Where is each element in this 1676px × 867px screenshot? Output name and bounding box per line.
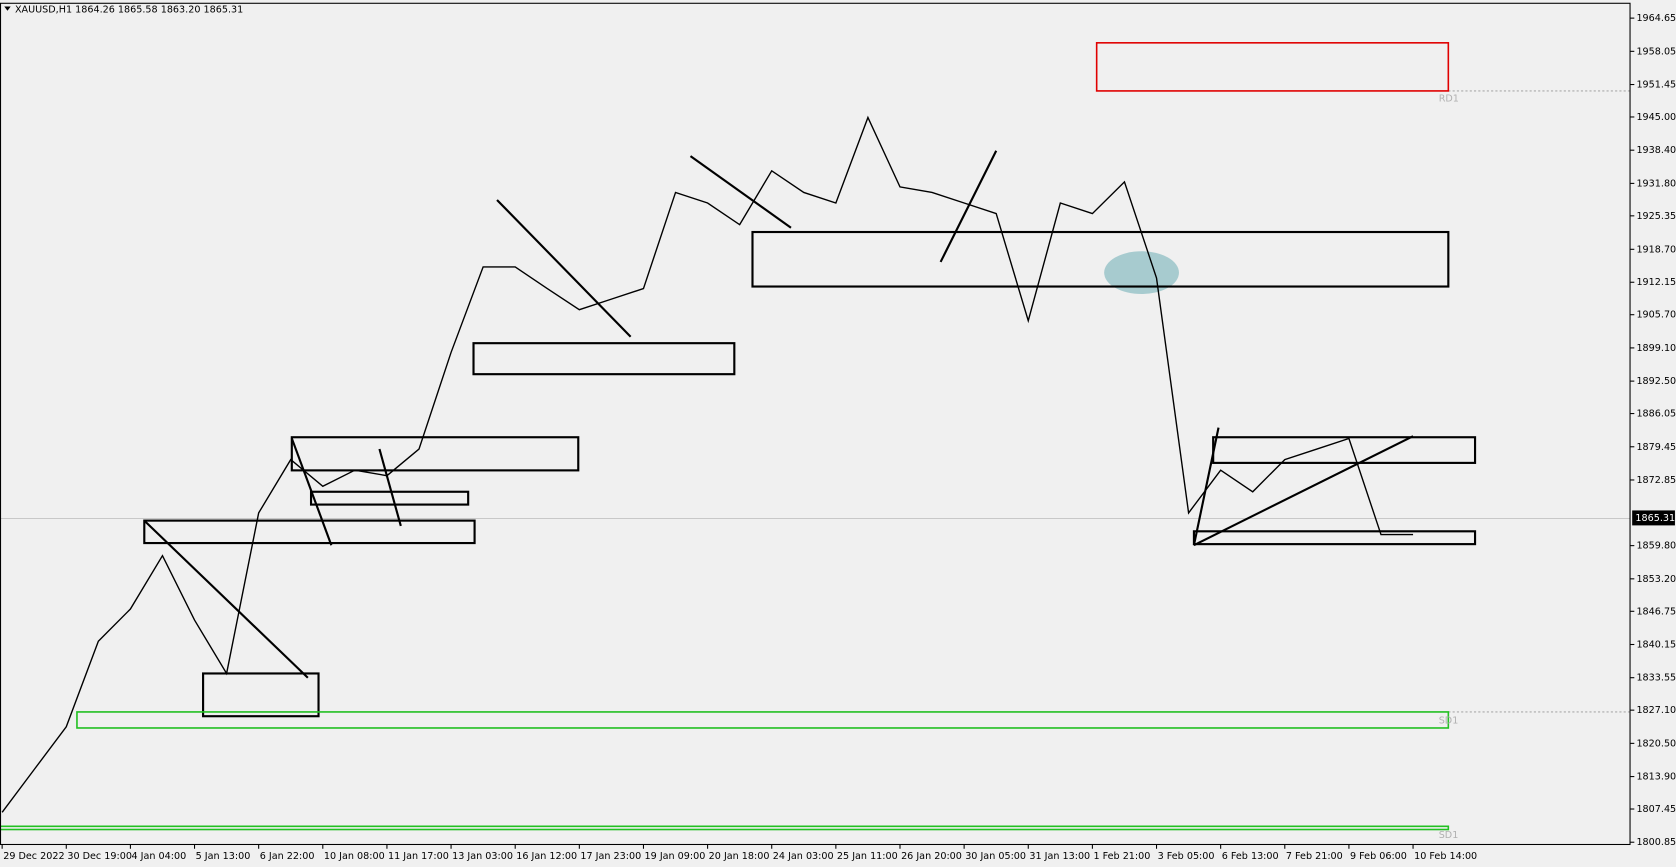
y-tick-label: 1813.90 xyxy=(1636,772,1676,783)
y-tick-label: 1912.15 xyxy=(1636,277,1676,288)
x-tick-label: 10 Feb 14:00 xyxy=(1414,851,1477,862)
y-tick-label: 1938.40 xyxy=(1636,145,1676,156)
x-tick-label: 11 Jan 17:00 xyxy=(388,851,449,862)
x-tick-label: 4 Jan 04:00 xyxy=(131,851,186,862)
level-label: RD1 xyxy=(1439,93,1459,104)
x-tick-label: 6 Jan 22:00 xyxy=(260,851,315,862)
trend-line xyxy=(378,448,402,527)
trend-line xyxy=(290,437,333,546)
y-tick-label: 1958.05 xyxy=(1636,46,1676,57)
y-tick-label: 1964.65 xyxy=(1636,13,1676,24)
x-tick-label: 7 Feb 21:00 xyxy=(1286,851,1343,862)
y-tick-label: 1872.85 xyxy=(1636,475,1676,486)
trend-line xyxy=(496,199,632,338)
x-tick-label: 13 Jan 03:00 xyxy=(452,851,513,862)
y-tick-label: 1951.45 xyxy=(1636,80,1676,91)
zone xyxy=(751,230,1450,288)
y-tick-label: 1820.50 xyxy=(1636,738,1676,749)
trend-line xyxy=(689,155,792,229)
x-tick-label: 6 Feb 13:00 xyxy=(1222,851,1279,862)
price-line xyxy=(1,115,1414,813)
x-tick-label: 25 Jan 11:00 xyxy=(837,851,898,862)
x-tick-label: 10 Jan 08:00 xyxy=(324,851,385,862)
x-tick-label: 16 Jan 12:00 xyxy=(516,851,577,862)
x-tick-label: 24 Jan 03:00 xyxy=(773,851,834,862)
level-label: SD1 xyxy=(1439,715,1459,726)
zone xyxy=(0,825,1450,831)
trend-line xyxy=(1192,427,1220,546)
x-tick-label: 26 Jan 20:00 xyxy=(901,851,962,862)
trend-line xyxy=(939,150,998,263)
x-tick-label: 30 Dec 19:00 xyxy=(67,851,132,862)
x-tick-label: 31 Jan 13:00 xyxy=(1029,851,1090,862)
y-tick-label: 1945.00 xyxy=(1636,112,1676,123)
y-tick-label: 1859.80 xyxy=(1636,541,1676,552)
menu-icon xyxy=(4,6,11,11)
y-tick-label: 1846.75 xyxy=(1636,606,1676,617)
highlight xyxy=(1104,251,1179,295)
price-tag-label: 1865.31 xyxy=(1635,513,1675,524)
x-tick-label: 3 Feb 05:00 xyxy=(1158,851,1215,862)
zone xyxy=(143,519,476,545)
y-tick-label: 1925.35 xyxy=(1636,211,1676,222)
y-tick-label: 1840.15 xyxy=(1636,639,1676,650)
x-tick-label: 9 Feb 06:00 xyxy=(1350,851,1407,862)
y-tick-label: 1879.45 xyxy=(1636,442,1676,453)
x-tick-label: 17 Jan 23:00 xyxy=(580,851,641,862)
y-tick-label: 1931.80 xyxy=(1636,178,1676,189)
zone xyxy=(1192,530,1477,546)
x-tick-label: 20 Jan 18:00 xyxy=(709,851,770,862)
drawings: RD1 SD1 SD1 xyxy=(0,42,1631,841)
y-tick-label: 1833.55 xyxy=(1636,673,1676,684)
x-tick-label: 19 Jan 09:00 xyxy=(645,851,706,862)
y-tick-label: 1807.45 xyxy=(1636,804,1676,815)
x-tick-label: 1 Feb 21:00 xyxy=(1093,851,1150,862)
zone xyxy=(472,342,736,376)
zone xyxy=(202,672,320,718)
chart-title: XAUUSD,H1 1864.26 1865.58 1863.20 1865.3… xyxy=(15,5,243,16)
y-tick-label: 1886.05 xyxy=(1636,409,1676,420)
zone xyxy=(1095,42,1450,92)
zone xyxy=(290,436,580,472)
y-tick-label: 1800.85 xyxy=(1636,837,1676,848)
trend-line xyxy=(1193,435,1414,547)
y-tick-label: 1853.20 xyxy=(1636,574,1676,585)
y-tick-label: 1918.70 xyxy=(1636,244,1676,255)
x-tick-label: 30 Jan 05:00 xyxy=(965,851,1026,862)
y-tick-label: 1905.70 xyxy=(1636,310,1676,321)
y-tick-label: 1899.10 xyxy=(1636,343,1676,354)
price-tag xyxy=(1632,510,1675,526)
plot-frame xyxy=(0,2,1631,846)
trend-line xyxy=(143,519,309,679)
y-tick-label: 1892.50 xyxy=(1636,376,1676,387)
x-tick-label: 5 Jan 13:00 xyxy=(196,851,251,862)
zone xyxy=(76,711,1450,729)
x-tick-label: 29 Dec 2022 xyxy=(3,851,64,862)
level-label: SD1 xyxy=(1439,830,1459,841)
y-tick-label: 1827.10 xyxy=(1636,705,1676,716)
zone xyxy=(309,490,470,506)
